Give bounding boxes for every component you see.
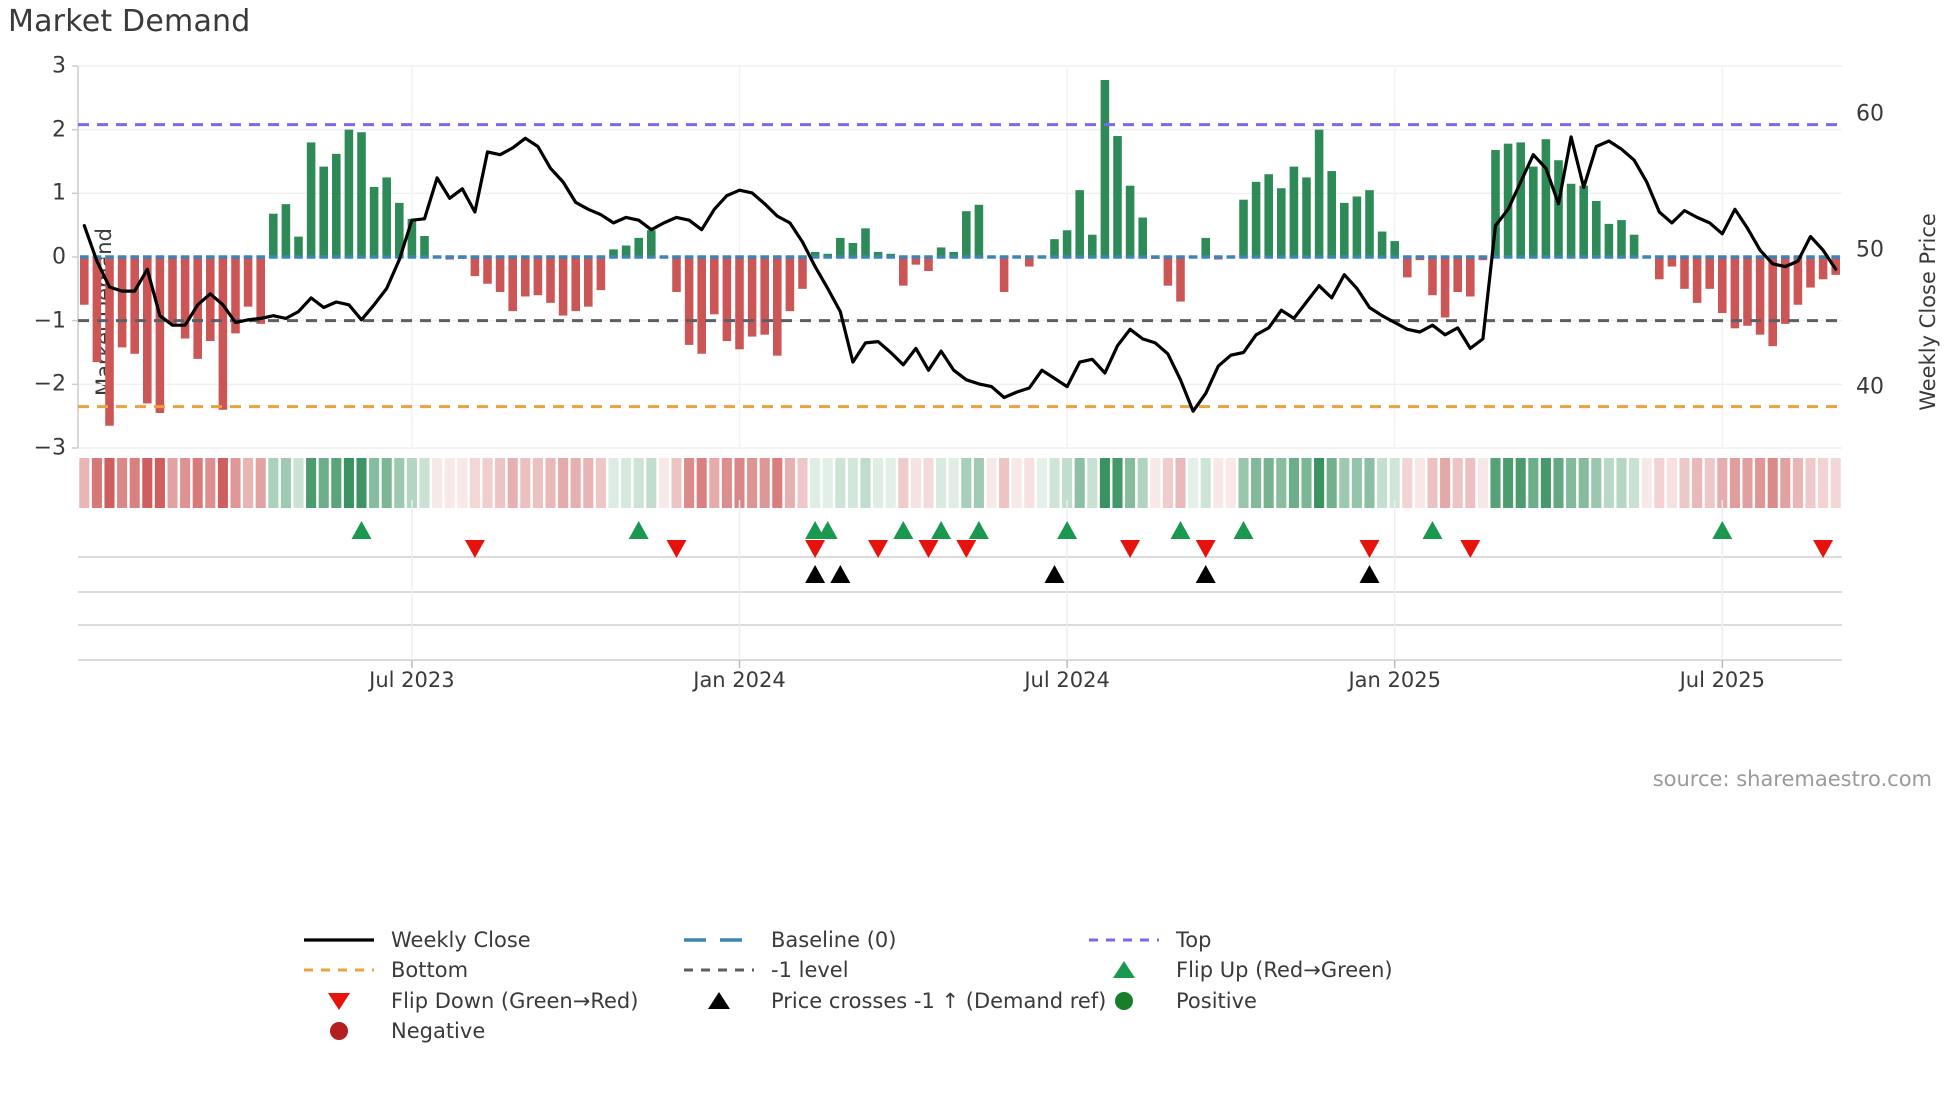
legend-line-solid-black-icon <box>300 927 378 953</box>
page-title: Market Demand <box>8 4 251 39</box>
x-tick-label: Jan 2024 <box>693 668 786 692</box>
flip-up-marker <box>805 521 826 539</box>
y-tick-label-left: 0 <box>52 244 66 270</box>
flip-down-marker <box>1813 540 1834 558</box>
y-tick-label-left: −3 <box>33 435 66 461</box>
legend-triangle-down-red-icon <box>300 988 378 1014</box>
price-cross-marker <box>805 565 826 583</box>
price-cross-marker <box>1195 565 1216 583</box>
price-cross-marker <box>1359 565 1380 583</box>
flip-down-marker <box>1195 540 1216 558</box>
legend-item[interactable]: Price crosses -1 ↑ (Demand ref) <box>680 986 1106 1016</box>
legend-line-dotted-gray-icon <box>680 957 758 983</box>
x-tick-label: Jul 2024 <box>1024 668 1110 692</box>
market-demand-chart <box>72 65 1842 668</box>
legend-label: Flip Down (Green→Red) <box>391 989 639 1013</box>
flip-down-marker <box>1359 540 1380 558</box>
legend-item[interactable]: Weekly Close <box>300 925 531 955</box>
y-tick-label-left: 1 <box>52 180 66 206</box>
legend-item[interactable]: -1 level <box>680 955 849 985</box>
y-tick-label-left: −2 <box>33 371 66 397</box>
y-tick-label-right: 40 <box>1856 374 1884 400</box>
legend-item[interactable]: Flip Up (Red→Green) <box>1085 955 1393 985</box>
flip-up-marker <box>351 521 372 539</box>
price-cross-marker <box>1044 565 1065 583</box>
flip-down-marker <box>1120 540 1141 558</box>
flip-down-marker <box>956 540 977 558</box>
legend-label: Baseline (0) <box>771 928 897 952</box>
legend-label: Top <box>1176 928 1212 952</box>
legend-item[interactable]: Baseline (0) <box>680 925 896 955</box>
legend-triangle-up-black-icon <box>680 988 758 1014</box>
legend-item[interactable]: Bottom <box>300 955 468 985</box>
legend-label: Bottom <box>391 958 469 982</box>
y-tick-label-left: −1 <box>33 308 66 334</box>
y-tick-label-left: 2 <box>52 117 66 143</box>
legend-label: Negative <box>391 1019 486 1043</box>
legend-item[interactable]: Positive <box>1085 986 1257 1016</box>
flip-down-marker <box>1460 540 1481 558</box>
legend-label: Price crosses -1 ↑ (Demand ref) <box>771 989 1107 1013</box>
legend-triangle-up-green-icon <box>1085 957 1163 983</box>
price-cross-marker <box>830 565 851 583</box>
legend-label: Weekly Close <box>391 928 531 952</box>
legend-line-dotted-orange-icon <box>300 957 378 983</box>
flip-up-marker <box>1057 521 1078 539</box>
flip-up-marker <box>1170 521 1191 539</box>
legend-item[interactable]: Negative <box>300 1016 485 1046</box>
flip-up-marker <box>1233 521 1254 539</box>
flip-up-marker <box>931 521 952 539</box>
flip-up-marker <box>817 521 838 539</box>
y-tick-label-right: 60 <box>1856 101 1884 127</box>
flip-down-marker <box>868 540 889 558</box>
flip-down-marker <box>464 540 485 558</box>
y-tick-label-right: 50 <box>1856 237 1884 263</box>
flip-up-marker <box>968 521 989 539</box>
flip-up-marker <box>1422 521 1443 539</box>
source-credit: source: sharemaestro.com <box>1652 767 1932 791</box>
x-tick-label: Jan 2025 <box>1348 668 1441 692</box>
flip-down-marker <box>918 540 939 558</box>
flip-up-marker <box>628 521 649 539</box>
x-tick-label: Jul 2025 <box>1679 668 1766 692</box>
x-tick-label: Jul 2023 <box>369 668 455 692</box>
flip-down-marker <box>805 540 826 558</box>
legend-item[interactable]: Flip Down (Green→Red) <box>300 986 638 1016</box>
legend-line-dashed-blue-icon <box>680 927 758 953</box>
legend-label: -1 level <box>771 958 849 982</box>
legend-dot-red-icon <box>300 1018 378 1044</box>
flip-down-marker <box>666 540 687 558</box>
legend-label: Flip Up (Red→Green) <box>1176 958 1393 982</box>
y-tick-label-left: 3 <box>52 53 66 79</box>
legend-dot-green-icon <box>1085 988 1163 1014</box>
flip-up-marker <box>893 521 914 539</box>
legend-line-dotted-purple-icon <box>1085 927 1163 953</box>
legend-item[interactable]: Top <box>1085 925 1211 955</box>
flip-up-marker <box>1712 521 1733 539</box>
legend-label: Positive <box>1176 989 1257 1013</box>
